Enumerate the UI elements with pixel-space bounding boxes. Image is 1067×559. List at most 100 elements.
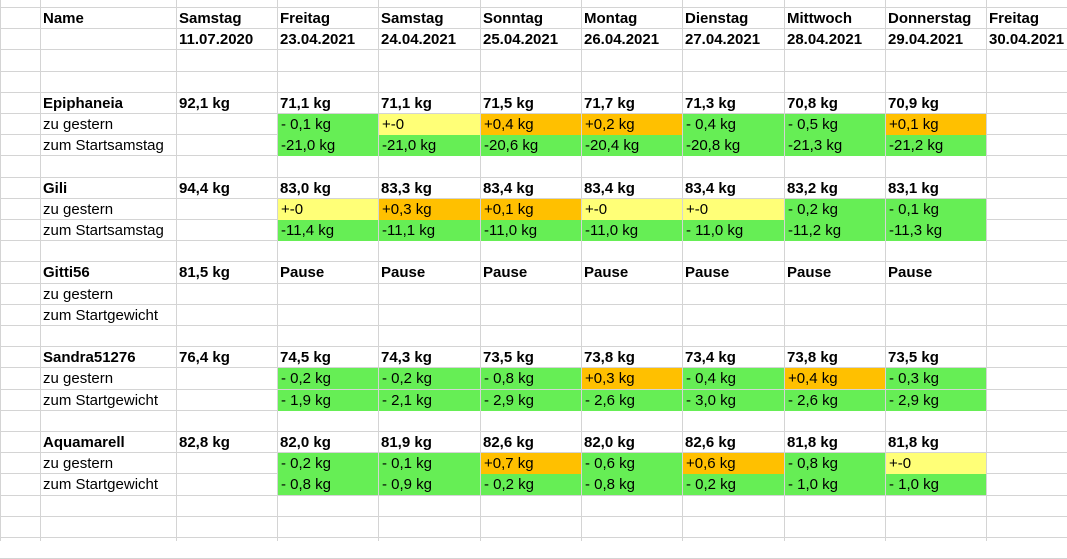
header-name-cell[interactable]: Name	[43, 10, 84, 27]
header-day-cell[interactable]: Mittwoch	[787, 10, 852, 27]
weight-cell[interactable]: 71,5 kg	[483, 95, 534, 112]
total-change-cell[interactable]: - 2,6 kg	[785, 390, 885, 411]
daily-change-cell[interactable]: - 0,6 kg	[582, 453, 682, 474]
daily-change-cell[interactable]: +0,7 kg	[481, 453, 581, 474]
weight-cell[interactable]: 81,8 kg	[787, 434, 838, 451]
row-label-cell[interactable]: zum Startgewicht	[43, 392, 159, 409]
member-name-cell[interactable]: Gitti56	[43, 264, 90, 281]
total-change-cell[interactable]: - 1,0 kg	[886, 474, 986, 495]
weight-cell[interactable]: 83,4 kg	[584, 180, 635, 197]
weight-cell[interactable]: 82,0 kg	[280, 434, 331, 451]
header-date-cell[interactable]: 24.04.2021	[381, 31, 457, 48]
weight-cell[interactable]: 73,4 kg	[685, 349, 736, 366]
weight-cell[interactable]: 76,4 kg	[179, 349, 230, 366]
daily-change-cell[interactable]: - 0,1 kg	[886, 199, 986, 220]
daily-change-cell[interactable]: +-0	[582, 199, 682, 220]
row-label-cell[interactable]: zu gestern	[43, 116, 114, 133]
weight-cell[interactable]: 83,1 kg	[888, 180, 939, 197]
header-date-cell[interactable]: 23.04.2021	[280, 31, 356, 48]
header-day-cell[interactable]: Samstag	[179, 10, 242, 27]
weight-cell[interactable]: 82,8 kg	[179, 434, 230, 451]
total-change-cell[interactable]: - 1,0 kg	[785, 474, 885, 495]
weight-cell[interactable]: 71,7 kg	[584, 95, 635, 112]
header-day-cell[interactable]: Montag	[584, 10, 638, 27]
daily-change-cell[interactable]: - 0,8 kg	[481, 368, 581, 389]
member-name-cell[interactable]: Sandra51276	[43, 349, 136, 366]
weight-cell[interactable]: 73,5 kg	[888, 349, 939, 366]
total-change-cell[interactable]: -20,4 kg	[582, 135, 682, 156]
daily-change-cell[interactable]: +0,3 kg	[582, 368, 682, 389]
daily-change-cell[interactable]: +-0	[683, 199, 784, 220]
header-date-cell[interactable]: 25.04.2021	[483, 31, 559, 48]
member-name-cell[interactable]: Epiphaneia	[43, 95, 124, 112]
header-date-cell[interactable]: 28.04.2021	[787, 31, 863, 48]
weight-cell[interactable]: 74,3 kg	[381, 349, 432, 366]
row-label-cell[interactable]: zu gestern	[43, 455, 114, 472]
weight-cell[interactable]: Pause	[381, 264, 426, 281]
row-label-cell[interactable]: zu gestern	[43, 201, 114, 218]
header-day-cell[interactable]: Samstag	[381, 10, 444, 27]
weight-cell[interactable]: 83,4 kg	[685, 180, 736, 197]
daily-change-cell[interactable]: +0,4 kg	[481, 114, 581, 135]
weight-cell[interactable]: 81,8 kg	[888, 434, 939, 451]
total-change-cell[interactable]: -20,6 kg	[481, 135, 581, 156]
row-label-cell[interactable]: zum Startsamstag	[43, 222, 164, 239]
weight-cell[interactable]: 82,0 kg	[584, 434, 635, 451]
daily-change-cell[interactable]: - 0,2 kg	[785, 199, 885, 220]
row-label-cell[interactable]: zum Startgewicht	[43, 307, 159, 324]
header-date-cell[interactable]: 27.04.2021	[685, 31, 761, 48]
header-date-cell[interactable]: 29.04.2021	[888, 31, 964, 48]
daily-change-cell[interactable]: +0,2 kg	[582, 114, 682, 135]
daily-change-cell[interactable]: - 0,1 kg	[379, 453, 480, 474]
daily-change-cell[interactable]: +0,4 kg	[785, 368, 885, 389]
weight-cell[interactable]: Pause	[584, 264, 629, 281]
weight-cell[interactable]: 83,4 kg	[483, 180, 534, 197]
weight-cell[interactable]: 81,9 kg	[381, 434, 432, 451]
row-label-cell[interactable]: zum Startsamstag	[43, 137, 164, 154]
total-change-cell[interactable]: - 3,0 kg	[683, 390, 784, 411]
total-change-cell[interactable]: - 0,9 kg	[379, 474, 480, 495]
weight-cell[interactable]: 83,0 kg	[280, 180, 331, 197]
daily-change-cell[interactable]: +0,6 kg	[683, 453, 784, 474]
row-label-cell[interactable]: zu gestern	[43, 286, 114, 303]
daily-change-cell[interactable]: +-0	[886, 453, 986, 474]
total-change-cell[interactable]: -21,3 kg	[785, 135, 885, 156]
header-day-cell[interactable]: Donnerstag	[888, 10, 972, 27]
weight-cell[interactable]: 81,5 kg	[179, 264, 230, 281]
weight-cell[interactable]: 74,5 kg	[280, 349, 331, 366]
total-change-cell[interactable]: -11,2 kg	[785, 220, 885, 241]
daily-change-cell[interactable]: - 0,5 kg	[785, 114, 885, 135]
total-change-cell[interactable]: - 2,6 kg	[582, 390, 682, 411]
daily-change-cell[interactable]: - 0,2 kg	[278, 368, 378, 389]
header-day-cell[interactable]: Freitag	[989, 10, 1040, 27]
total-change-cell[interactable]: - 1,9 kg	[278, 390, 378, 411]
member-name-cell[interactable]: Gili	[43, 180, 68, 197]
weight-cell[interactable]: 94,4 kg	[179, 180, 230, 197]
total-change-cell[interactable]: - 0,8 kg	[582, 474, 682, 495]
total-change-cell[interactable]: -11,4 kg	[278, 220, 378, 241]
total-change-cell[interactable]: - 2,9 kg	[886, 390, 986, 411]
total-change-cell[interactable]: -21,0 kg	[278, 135, 378, 156]
total-change-cell[interactable]: -11,1 kg	[379, 220, 480, 241]
header-date-cell[interactable]: 11.07.2020	[179, 31, 254, 48]
daily-change-cell[interactable]: - 0,4 kg	[683, 368, 784, 389]
weight-cell[interactable]: 70,8 kg	[787, 95, 838, 112]
weight-cell[interactable]: Pause	[483, 264, 528, 281]
weight-cell[interactable]: 92,1 kg	[179, 95, 230, 112]
total-change-cell[interactable]: - 0,2 kg	[481, 474, 581, 495]
daily-change-cell[interactable]: - 0,4 kg	[683, 114, 784, 135]
weight-cell[interactable]: Pause	[280, 264, 325, 281]
total-change-cell[interactable]: -11,0 kg	[481, 220, 581, 241]
weight-cell[interactable]: Pause	[787, 264, 832, 281]
header-date-cell[interactable]: 26.04.2021	[584, 31, 660, 48]
total-change-cell[interactable]: - 11,0 kg	[683, 220, 784, 241]
weight-cell[interactable]: 83,3 kg	[381, 180, 432, 197]
row-label-cell[interactable]: zu gestern	[43, 370, 114, 387]
daily-change-cell[interactable]: +0,1 kg	[886, 114, 986, 135]
total-change-cell[interactable]: -21,0 kg	[379, 135, 480, 156]
daily-change-cell[interactable]: - 0,2 kg	[278, 453, 378, 474]
weight-cell[interactable]: 73,5 kg	[483, 349, 534, 366]
header-day-cell[interactable]: Sonntag	[483, 10, 543, 27]
daily-change-cell[interactable]: - 0,3 kg	[886, 368, 986, 389]
weight-cell[interactable]: 82,6 kg	[483, 434, 534, 451]
